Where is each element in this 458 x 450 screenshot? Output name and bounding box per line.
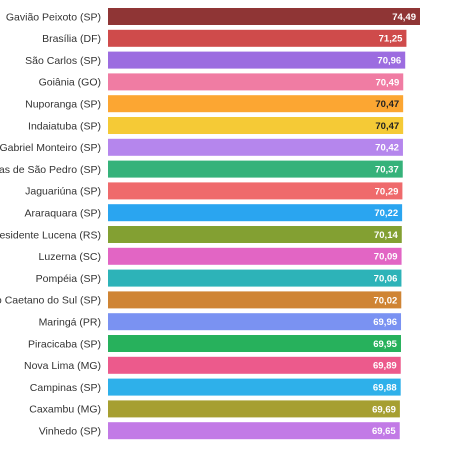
bar-group: Vinhedo (SP) 69,65 [39,422,400,440]
category-label: Campinas (SP) [30,382,101,394]
bar-group: São Carlos (SP) 70,96 [25,51,406,69]
value-label: 70,29 [375,186,399,197]
bar [108,226,402,243]
category-label: Goiânia (GO) [39,77,101,89]
value-label: 70,47 [375,99,399,110]
bar-group: Piracicaba (SP) 69,95 [28,335,401,352]
category-label: Nuporanga (SP) [25,99,101,111]
bar [108,247,402,265]
bar [108,138,403,156]
bar [108,269,402,287]
category-label: Vinhedo (SP) [39,426,101,438]
bar-group: Luzerna (SC) 70,09 [39,247,402,265]
bar-group: Indaiatuba (SP) 70,47 [28,117,404,134]
value-label: 69,65 [372,426,396,437]
category-label: São Carlos (SP) [25,55,101,67]
bar [108,378,401,396]
value-label: 69,96 [373,317,397,328]
category-label: Nova Lima (MG) [24,360,101,372]
bar-group: Caxambu (MG) 69,69 [29,400,400,418]
bar [108,117,404,134]
bar-group: Maringá (PR) 69,96 [39,313,402,331]
value-label: 69,95 [373,339,397,350]
bar-group: Brasília (DF) 71,25 [42,29,407,47]
value-label: 70,06 [374,274,398,285]
value-label: 70,09 [374,252,398,263]
bar [108,204,403,222]
value-label: 69,88 [373,383,397,394]
value-label: 70,37 [375,165,399,176]
value-label: 69,89 [373,361,397,372]
bar-group: Nova Lima (MG) 69,89 [24,356,401,374]
value-label: 69,69 [372,404,396,415]
bar [108,400,400,418]
bar [108,8,420,25]
category-label: Presidente Lucena (RS) [0,229,101,241]
category-label: Jaguariúna (SP) [25,186,101,198]
category-label: Caxambu (MG) [29,404,101,416]
category-label: Piracicaba (SP) [28,338,101,350]
bar [108,313,402,331]
category-label: Indaiatuba (SP) [28,120,101,132]
bar-group: São Caetano do Sul (SP) 70,02 [0,291,402,309]
value-label: 74,49 [392,12,416,23]
bar [108,291,402,309]
category-label: Maringá (PR) [39,317,101,329]
category-label: Pompéia (SP) [36,273,101,285]
bar-group: Gavião Peixoto (SP) 74,49 [6,8,420,25]
category-label: Gavião Peixoto (SP) [6,11,101,23]
value-label: 70,42 [375,143,399,154]
category-label: Águas de São Pedro (SP) [0,163,101,176]
bar-group: Araraquara (SP) 70,22 [25,204,403,222]
value-label: 70,22 [374,208,398,219]
category-label: São Caetano do Sul (SP) [0,295,101,307]
bar [108,73,404,91]
bar [108,51,406,69]
bar [108,95,404,113]
bar-group: Campinas (SP) 69,88 [30,378,401,396]
category-label: Gabriel Monteiro (SP) [0,142,101,154]
bar-group: Águas de São Pedro (SP) 70,37 [0,160,403,178]
bar [108,160,403,178]
category-label: Luzerna (SC) [39,251,101,263]
value-label: 71,25 [379,34,403,45]
value-label: 70,47 [375,121,399,132]
bar [108,182,403,200]
value-label: 70,96 [377,56,401,67]
category-label: Araraquara (SP) [25,208,101,220]
bar-group: Nuporanga (SP) 70,47 [25,95,404,113]
bar [108,29,407,47]
bar [108,422,400,440]
bar-group: Gabriel Monteiro (SP) 70,42 [0,138,403,156]
bar-group: Jaguariúna (SP) 70,29 [25,182,403,200]
value-label: 70,02 [373,295,397,306]
bar-group: Pompéia (SP) 70,06 [36,269,402,287]
value-label: 70,14 [374,230,398,241]
bar [108,335,401,352]
bar-group: Presidente Lucena (RS) 70,14 [0,226,402,243]
bar [108,356,401,374]
bar-group: Goiânia (GO) 70,49 [39,73,404,91]
value-label: 70,49 [375,77,399,88]
category-label: Brasília (DF) [42,33,101,45]
